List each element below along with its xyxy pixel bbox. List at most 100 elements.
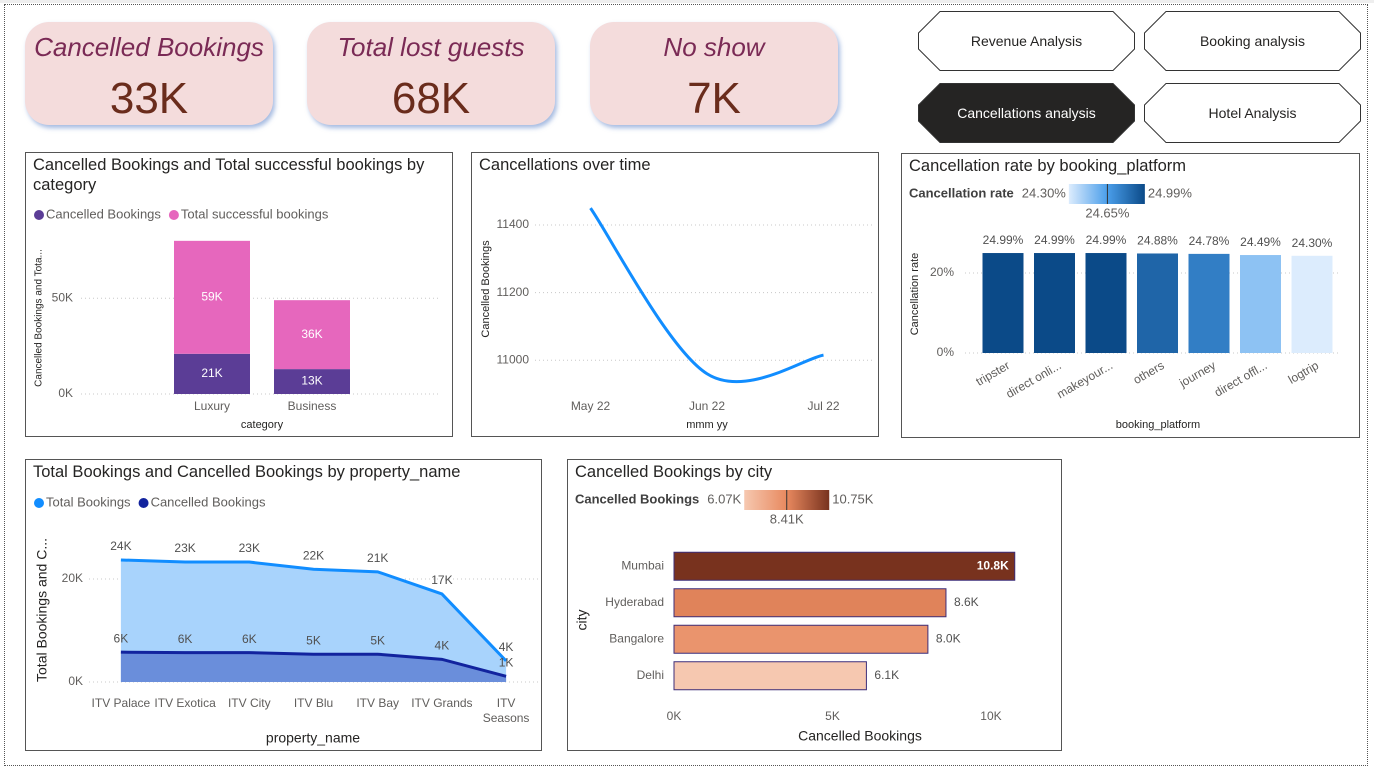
data-label: 8.0K: [936, 631, 961, 645]
x-tick-label: ITV Palace: [91, 696, 151, 710]
data-label: 6.1K: [874, 668, 899, 682]
nav-label[interactable]: Revenue Analysis: [970, 33, 1083, 49]
chart-panel: 0% 20% tripster direct onli... makeyour... ot…: [901, 153, 1360, 438]
bar: [1188, 253, 1230, 353]
chart-panel: 11000 11200 11400 May 22 Jun 22 Jul 22 mmm yy C…: [471, 152, 879, 437]
bar: [1291, 255, 1333, 353]
chart-title: Total Bookings and Cancelled Bookings by…: [33, 463, 461, 481]
bar-segment: [274, 369, 350, 394]
nav-outline[interactable]: [1144, 11, 1361, 71]
y-tick-label: Hyderabad: [605, 595, 664, 609]
kpi-card: Total lost guests 68K: [307, 22, 555, 125]
data-label: 22K: [303, 548, 324, 562]
y-axis-title: Cancellation rate: [909, 253, 921, 336]
data-label: 1K: [499, 656, 514, 670]
y-tick-label: 20%: [930, 265, 954, 279]
nav-button[interactable]: Revenue Analysis: [918, 11, 1135, 71]
legend-mid-label: 24.65%: [1085, 205, 1130, 220]
x-tick-label: others: [1131, 358, 1167, 387]
data-label: 59K: [201, 289, 222, 303]
data-label: 4K: [435, 639, 450, 653]
data-label: 23K: [174, 541, 195, 555]
page-frame: [4, 4, 1368, 766]
legend-min: 6.07K: [707, 491, 741, 506]
kpi-label: No show: [663, 32, 765, 62]
nav-outline[interactable]: [918, 11, 1135, 71]
data-label: 21K: [367, 551, 388, 565]
kpi-card: Cancelled Bookings 33K: [25, 22, 273, 125]
x-tick-label: makeyour...: [1054, 358, 1115, 401]
x-tick-label: ITV Bay: [356, 696, 400, 710]
nav-outline[interactable]: [918, 83, 1135, 143]
y-tick-label: 0K: [68, 674, 83, 688]
x-axis-title: booking_platform: [1116, 419, 1200, 431]
y-tick-label: 0K: [58, 386, 73, 400]
chart-title: Cancelled Bookings and Total successful …: [33, 156, 425, 194]
legend-label: Cancelled Bookings: [46, 206, 161, 221]
y-tick-label: 11000: [497, 352, 530, 366]
x-tick-label: Luxury: [194, 399, 230, 413]
legend-max: 24.99%: [1148, 185, 1193, 200]
data-label: 21K: [201, 366, 222, 380]
x-tick-label: logtrip: [1286, 358, 1322, 387]
x-tick-label: Business: [288, 399, 337, 413]
y-tick-label: 50K: [52, 290, 73, 304]
nav-button[interactable]: Hotel Analysis: [1144, 83, 1361, 143]
bar-segment: [174, 353, 250, 394]
kpi-value: 7K: [687, 74, 741, 123]
nav-label[interactable]: Cancellations analysis: [957, 105, 1096, 121]
x-tick-label: ITV Blu: [293, 696, 334, 710]
bar: [1034, 253, 1075, 353]
chart: 0K 20K 24K 23K 23K 22K 21K 17K 4K 6K 6K 6K 5K 5K 4K 1K T…: [34, 494, 538, 746]
bar: [1137, 253, 1178, 353]
data-label: 5K: [306, 633, 321, 647]
y-tick-label: Mumbai: [621, 558, 664, 572]
nav-label[interactable]: Hotel Analysis: [1208, 105, 1297, 121]
data-label: 23K: [239, 541, 260, 555]
x-tick-label: Jun 22: [689, 399, 725, 413]
x-axis-title: Cancelled Bookings: [798, 728, 922, 744]
nav-button[interactable]: Booking analysis: [1144, 11, 1361, 71]
nav-shape[interactable]: [918, 11, 1135, 71]
line: [589, 207, 824, 384]
data-label: 13K: [301, 374, 322, 388]
chart-panel: 0K 20K 24K 23K 23K 22K 21K 17K 4K 6K 6K 6K 5K 5K 4K 1K T…: [25, 459, 542, 751]
legend-marker: [34, 498, 44, 508]
bar: [1085, 253, 1127, 353]
chart: 0K 5K 10K Mumbai 10.8K Hyderabad 8.6K Bangalore…: [574, 490, 1016, 744]
y-tick-label: Delhi: [637, 668, 664, 682]
x-tick-label: ITV City: [227, 696, 271, 710]
x-tick-label: journey: [1176, 358, 1218, 390]
nav-shape[interactable]: [1144, 83, 1361, 143]
legend-label: Total successful bookings: [181, 206, 329, 221]
data-label: 5K: [370, 633, 385, 647]
y-tick-label: Bangalore: [609, 631, 664, 645]
legend-max: 10.75K: [832, 491, 874, 506]
data-label: 17K: [431, 573, 452, 587]
legend-title: Cancellation rate: [909, 185, 1014, 200]
nav-outline[interactable]: [1144, 83, 1361, 143]
nav-button[interactable]: Cancellations analysis: [918, 83, 1135, 143]
data-label: 24.99%: [1034, 233, 1075, 247]
data-label: 4K: [499, 640, 514, 654]
chart-panel: 0K 5K 10K Mumbai 10.8K Hyderabad 8.6K Bangalore…: [567, 459, 1062, 751]
nav-label[interactable]: Booking analysis: [1199, 33, 1306, 49]
data-label: 24.49%: [1240, 235, 1281, 249]
x-tick-label: 0K: [667, 709, 682, 723]
legend-mid-label: 8.41K: [770, 511, 804, 526]
data-label: 10.8K: [977, 558, 1009, 572]
data-label: 24K: [110, 539, 131, 553]
nav-shape[interactable]: [918, 83, 1135, 143]
data-label: 6K: [242, 632, 257, 646]
data-label: 8.6K: [954, 595, 979, 609]
x-tick-label: direct onli...: [1003, 358, 1063, 401]
x-axis-title: mmm yy: [686, 419, 728, 431]
legend-label: Cancelled Bookings: [151, 494, 266, 509]
x-tick-label: ITV Grands: [411, 696, 473, 710]
legend-marker: [138, 498, 149, 508]
data-label: 6K: [178, 632, 193, 646]
nav-shape[interactable]: [1144, 11, 1361, 71]
legend-marker: [168, 210, 179, 220]
legend-marker: [34, 210, 44, 220]
